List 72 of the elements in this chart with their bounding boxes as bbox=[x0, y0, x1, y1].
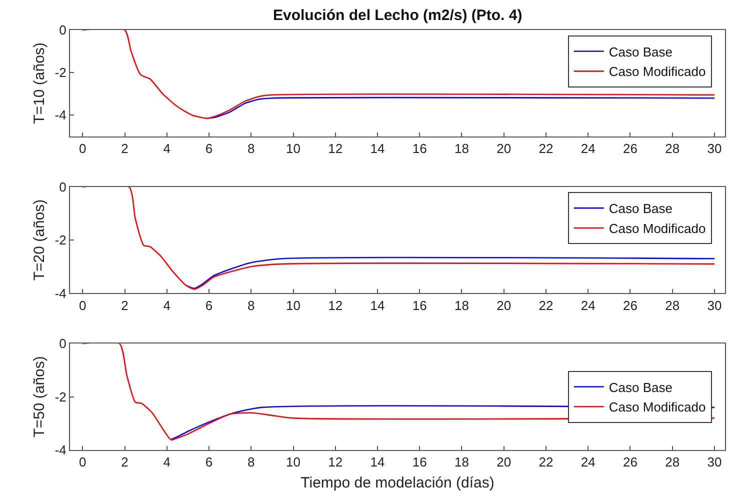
x-tick-label: 30 bbox=[707, 454, 722, 470]
x-axis-title: Tiempo de modelación (días) bbox=[300, 474, 494, 492]
x-tick-label: 26 bbox=[622, 141, 638, 156]
x-tick-label: 14 bbox=[370, 141, 385, 156]
x-tick-label: 18 bbox=[454, 298, 469, 313]
x-tick-label: 8 bbox=[248, 298, 255, 313]
x-tick-label: 14 bbox=[370, 298, 385, 313]
x-tick-label: 24 bbox=[580, 454, 596, 470]
x-tick-label: 8 bbox=[248, 454, 255, 470]
x-tick-label: 14 bbox=[370, 454, 385, 470]
x-tick-label: 28 bbox=[665, 298, 680, 313]
x-tick-label: 0 bbox=[79, 454, 86, 470]
line-series bbox=[82, 186, 716, 290]
y-tick-label: 0 bbox=[59, 336, 66, 352]
x-tick-label: 22 bbox=[538, 298, 554, 313]
chart-title: Evolución del Lecho (m2/s) (Pto. 4) bbox=[273, 7, 522, 24]
legend-label: Caso Modificado bbox=[608, 64, 706, 80]
x-tick-label: 0 bbox=[79, 141, 86, 156]
x-tick-label: 4 bbox=[163, 454, 170, 470]
x-tick-label: 20 bbox=[496, 454, 512, 470]
y-tick-label: -2 bbox=[54, 389, 66, 404]
x-tick-label: 30 bbox=[707, 141, 722, 156]
x-tick-label: 20 bbox=[496, 298, 512, 313]
x-tick-label: 20 bbox=[496, 141, 512, 156]
y-tick-label: -4 bbox=[54, 286, 66, 301]
line-series bbox=[185, 256, 716, 290]
x-tick-label: 6 bbox=[205, 141, 213, 156]
y-axis-title: T=50 (años) bbox=[31, 356, 48, 438]
x-tick-label: 12 bbox=[328, 141, 343, 156]
y-tick-label: -4 bbox=[54, 442, 66, 458]
x-tick-label: 10 bbox=[286, 298, 300, 313]
x-tick-label: 18 bbox=[454, 454, 469, 470]
x-tick-label: 24 bbox=[580, 141, 596, 156]
y-tick-label: -4 bbox=[54, 108, 66, 123]
x-tick-label: 26 bbox=[622, 298, 638, 313]
x-tick-label: 0 bbox=[79, 298, 86, 313]
x-tick-label: 10 bbox=[286, 141, 300, 156]
legend-label: Caso Base bbox=[608, 201, 672, 216]
x-tick-label: 4 bbox=[163, 141, 170, 156]
x-tick-label: 24 bbox=[580, 298, 596, 313]
x-tick-label: 2 bbox=[121, 454, 128, 470]
x-tick-label: 12 bbox=[328, 298, 343, 313]
x-tick-label: 16 bbox=[412, 454, 427, 470]
y-axis-title: T=10 (años) bbox=[31, 42, 48, 124]
x-tick-label: 2 bbox=[121, 298, 128, 313]
x-tick-label: 4 bbox=[163, 298, 170, 313]
line-series bbox=[206, 96, 716, 119]
legend-label: Caso Base bbox=[608, 44, 672, 60]
x-tick-label: 16 bbox=[412, 298, 427, 313]
y-tick-label: -2 bbox=[54, 232, 66, 248]
x-tick-label: 2 bbox=[121, 141, 128, 156]
x-tick-label: 8 bbox=[248, 141, 255, 156]
x-tick-label: 18 bbox=[454, 141, 469, 156]
x-tick-label: 10 bbox=[286, 454, 300, 470]
legend-label: Caso Base bbox=[608, 380, 672, 395]
y-tick-label: 0 bbox=[59, 179, 66, 194]
x-tick-label: 12 bbox=[328, 454, 343, 470]
x-tick-label: 30 bbox=[707, 298, 722, 313]
x-tick-label: 28 bbox=[665, 454, 680, 470]
x-tick-label: 6 bbox=[205, 454, 213, 470]
x-tick-label: 16 bbox=[412, 141, 427, 156]
legend-label: Caso Modificado bbox=[608, 221, 706, 236]
x-tick-label: 22 bbox=[538, 141, 554, 156]
x-tick-label: 26 bbox=[622, 454, 638, 470]
line-series bbox=[82, 30, 716, 119]
y-tick-label: 0 bbox=[59, 22, 66, 38]
x-tick-label: 28 bbox=[665, 141, 680, 156]
y-axis-title: T=20 (años) bbox=[31, 199, 48, 281]
y-tick-label: -2 bbox=[54, 65, 66, 80]
x-tick-label: 6 bbox=[205, 298, 213, 313]
x-tick-label: 22 bbox=[538, 454, 554, 470]
legend-label: Caso Modificado bbox=[608, 400, 706, 415]
